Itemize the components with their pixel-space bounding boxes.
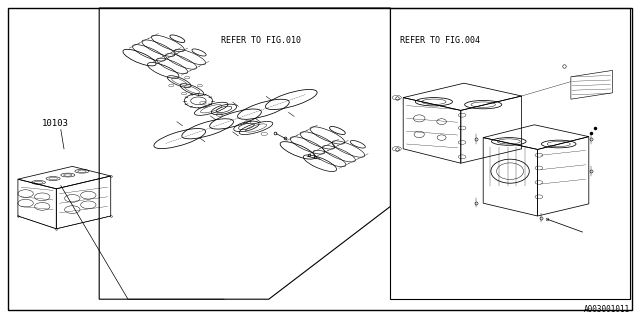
Text: 10103: 10103 bbox=[42, 119, 68, 128]
Text: REFER TO FIG.004: REFER TO FIG.004 bbox=[400, 36, 480, 44]
Bar bbox=[390, 8, 630, 299]
Text: A003001011: A003001011 bbox=[584, 305, 630, 314]
Text: REFER TO FIG.010: REFER TO FIG.010 bbox=[221, 36, 301, 44]
